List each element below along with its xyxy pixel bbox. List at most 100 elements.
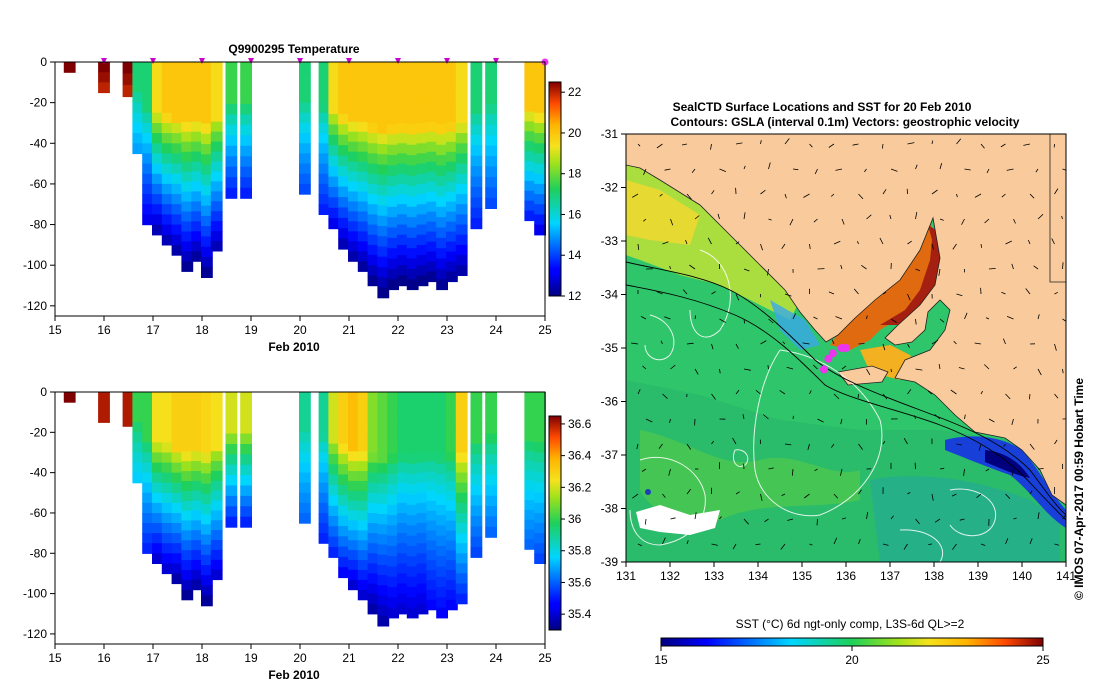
profile-cell	[524, 421, 537, 432]
velocity-vector	[686, 342, 694, 345]
profile-cell	[387, 93, 399, 104]
profile-cell	[367, 502, 380, 514]
profile-cell	[436, 402, 448, 414]
profile-cell	[142, 92, 154, 104]
velocity-vector	[780, 543, 786, 550]
velocity-vector	[813, 218, 818, 223]
velocity-vector	[755, 389, 761, 395]
profile-cell	[152, 392, 164, 403]
profile-cell	[142, 392, 154, 403]
profile-cell	[406, 279, 419, 291]
profile-column	[338, 392, 350, 579]
velocity-vector	[767, 365, 769, 370]
profile-cell	[485, 187, 497, 199]
profile-cell	[416, 432, 429, 443]
profile-cell	[328, 505, 341, 517]
profile-cell	[152, 422, 164, 433]
profile-cell	[348, 121, 360, 133]
profile-cell	[210, 171, 223, 182]
profile-cell	[367, 224, 380, 236]
profile-column	[406, 392, 419, 619]
profile-cell	[426, 481, 439, 492]
profile-cell	[397, 183, 409, 195]
profile-cell	[455, 234, 468, 246]
profile-cell	[416, 72, 429, 83]
profile-cell	[132, 452, 145, 464]
profile-cell	[377, 123, 390, 135]
velocity-vector	[743, 165, 746, 170]
profile-cell	[299, 402, 311, 413]
profile-cell	[436, 607, 448, 619]
profile-cell	[122, 414, 135, 427]
profile-cell	[387, 113, 399, 125]
profile-cell	[534, 422, 546, 433]
x-tick-label: 21	[342, 651, 356, 665]
profile-cell	[455, 513, 468, 524]
profile-cell	[524, 460, 537, 472]
profile-cell	[357, 520, 370, 531]
profile-cell	[152, 502, 164, 514]
profile-cell	[524, 509, 537, 521]
profile-cell	[201, 82, 213, 94]
velocity-vector	[964, 168, 971, 171]
velocity-vector	[809, 390, 812, 395]
surface-marker	[346, 58, 352, 64]
profile-cell	[348, 141, 360, 153]
velocity-vector	[928, 543, 933, 545]
profile-cell	[152, 214, 164, 226]
bathymetry-lines	[626, 261, 1066, 521]
profile-cell	[406, 463, 419, 475]
salinity-colorbar	[548, 415, 562, 631]
velocity-vector	[907, 240, 912, 245]
profile-cell	[397, 462, 409, 474]
velocity-vector	[707, 237, 712, 245]
profile-cell	[201, 185, 213, 196]
profile-column	[210, 392, 223, 581]
temperature-y-ticks: 0-20-40-60-80-100-120	[23, 55, 55, 313]
profile-cell	[485, 156, 497, 168]
profile-cell	[426, 530, 439, 542]
profile-cell	[328, 207, 341, 219]
profile-cell	[181, 500, 194, 512]
velocity-vector	[735, 142, 743, 145]
velocity-vector	[1062, 368, 1064, 374]
profile-cell	[524, 151, 537, 162]
profile-cell	[357, 191, 370, 203]
velocity-vector	[743, 518, 749, 525]
velocity-vector	[931, 243, 934, 250]
profile-cell	[524, 131, 537, 142]
velocity-vector	[768, 467, 774, 470]
profile-cell	[161, 214, 174, 226]
profile-cell	[132, 123, 145, 134]
profile-cell	[171, 523, 184, 534]
profile-cell	[357, 471, 370, 482]
profile-cell	[142, 112, 154, 124]
profile-cell	[348, 480, 360, 492]
velocity-vector	[840, 264, 843, 270]
profile-cell	[191, 500, 203, 512]
salinity-panel: 15 16 17 18 19 20 21 22 23 24 25 0-20-40-60-80-100…	[23, 385, 592, 682]
profile-cell	[416, 102, 429, 114]
profile-cell	[201, 113, 213, 125]
velocity-vector	[931, 140, 934, 145]
profile-cell	[191, 72, 203, 83]
profile-cell	[299, 412, 311, 423]
profile-cell	[161, 153, 174, 165]
profile-cell	[387, 82, 399, 94]
velocity-vector	[931, 493, 934, 501]
profile-cell	[132, 143, 145, 155]
map-y-tick-label: -33	[601, 234, 619, 248]
profile-cell	[470, 412, 483, 424]
profile-cell	[397, 173, 409, 185]
sst-map-panel: SealCTD Surface Locations and SST for 20…	[601, 100, 1086, 667]
sst-colorbar-tick-label: 20	[845, 653, 859, 667]
profile-column	[338, 62, 350, 250]
profile-cell	[338, 546, 350, 558]
profile-cell	[299, 72, 311, 83]
velocity-vector	[686, 488, 692, 495]
profile-cell	[225, 412, 238, 424]
velocity-vector	[833, 537, 838, 545]
velocity-vector	[735, 293, 740, 301]
profile-cell	[161, 442, 174, 454]
profile-cell	[485, 412, 497, 424]
